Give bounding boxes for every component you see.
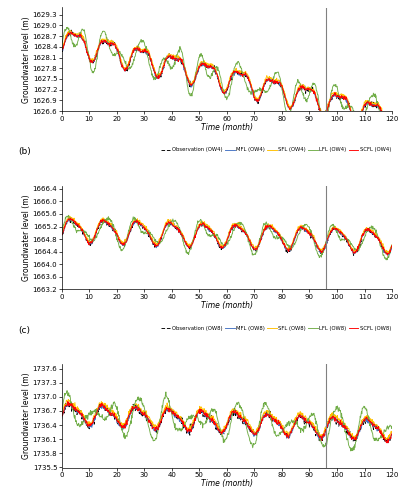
X-axis label: Time (month): Time (month) — [201, 123, 253, 132]
X-axis label: Time (month): Time (month) — [201, 301, 253, 310]
Legend: Observation (OW4), MFL (OW4), SFL (OW4), LFL (OW4), SCFL (OW4): Observation (OW4), MFL (OW4), SFL (OW4),… — [160, 146, 392, 154]
Y-axis label: Groundwater level (m): Groundwater level (m) — [22, 372, 31, 459]
Y-axis label: Groundwater level (m): Groundwater level (m) — [22, 16, 31, 102]
Legend: Observation (OW8), MFL (OW8), SFL (OW8), LFL (OW8), SCFL (OW8): Observation (OW8), MFL (OW8), SFL (OW8),… — [160, 324, 392, 332]
Text: (b): (b) — [19, 148, 31, 156]
X-axis label: Time (month): Time (month) — [201, 480, 253, 488]
Text: (c): (c) — [19, 326, 31, 334]
Y-axis label: Groundwater level (m): Groundwater level (m) — [22, 194, 31, 281]
